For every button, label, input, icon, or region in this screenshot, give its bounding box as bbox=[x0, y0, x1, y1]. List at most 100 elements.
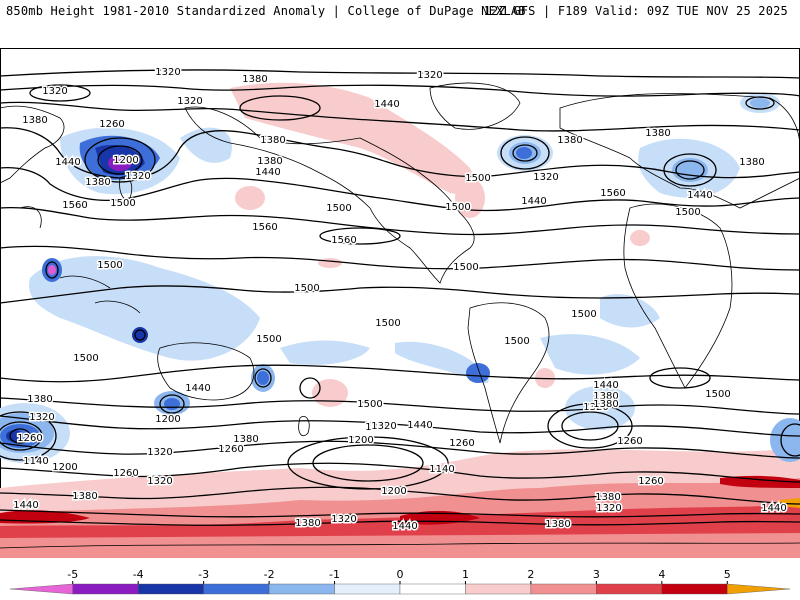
contour-label: 1320 bbox=[147, 476, 172, 487]
colorbar-swatch bbox=[727, 583, 791, 595]
contour-label: 1260 bbox=[17, 433, 42, 444]
contour-label: 1440 bbox=[521, 196, 546, 207]
colorbar-tick-label: 2 bbox=[527, 568, 534, 581]
atlantic-blue bbox=[540, 334, 640, 375]
colorbar-swatch bbox=[596, 583, 663, 595]
contour-label: 1320 bbox=[596, 503, 621, 514]
contour-labels: 1320 1380 1320 1320 1320 1380 1440 1260 … bbox=[12, 66, 788, 534]
s-pacific-pink bbox=[312, 379, 348, 407]
contour-label: 1380 bbox=[242, 74, 267, 85]
colorbar-swatch bbox=[203, 583, 270, 595]
w-pacific-blue-area bbox=[29, 256, 260, 361]
anomaly-map: 1320 1380 1320 1320 1320 1380 1440 1260 … bbox=[0, 48, 800, 558]
colorbar-tick-label: 1 bbox=[462, 568, 469, 581]
contour-label: 1140 bbox=[429, 464, 454, 475]
contour-label: 1200 bbox=[52, 462, 77, 473]
contour-label: 1560 bbox=[62, 200, 87, 211]
contour-label: 1440 bbox=[13, 500, 38, 511]
australia-coast bbox=[157, 342, 255, 401]
contour-label: 1260 bbox=[99, 119, 124, 130]
run-valid-time: 12Z GFS | F189 Valid: 09Z TUE NOV 25 202… bbox=[483, 4, 788, 18]
contour-label: 1560 bbox=[600, 188, 625, 199]
contour-label: 1320 bbox=[177, 96, 202, 107]
contour-label: 1500 bbox=[705, 389, 730, 400]
contour-label: 1320 bbox=[331, 514, 356, 525]
contour-label: 1440 bbox=[55, 157, 80, 168]
contour-label: 1380 bbox=[595, 492, 620, 503]
coastlines bbox=[0, 82, 800, 549]
n-atlantic-low-core bbox=[516, 147, 532, 159]
colorbar-swatch bbox=[9, 583, 73, 595]
colorbar-swatch bbox=[72, 583, 139, 595]
contour-label: 1500 bbox=[571, 309, 596, 320]
contour-label: 1200 bbox=[348, 435, 373, 446]
e-pacific-blue bbox=[280, 340, 370, 365]
polar-blue-core bbox=[750, 98, 770, 108]
s-indian-low-2 bbox=[770, 418, 800, 462]
contour-label: 1440 bbox=[761, 503, 786, 514]
contour-label: 1500 bbox=[465, 173, 490, 184]
w-pacific-typhoon-core bbox=[48, 265, 56, 275]
colorbar-swatch bbox=[661, 583, 728, 595]
contour-label: 1320 bbox=[125, 171, 150, 182]
contour-label: 1380 bbox=[27, 394, 52, 405]
colorbar-tick-label: 3 bbox=[593, 568, 600, 581]
maritime-islands bbox=[19, 206, 141, 314]
s-pacific-low-2-core bbox=[257, 371, 269, 385]
nz-coast bbox=[298, 416, 310, 437]
contour-label: 1260 bbox=[617, 436, 642, 447]
contour-label: 1260 bbox=[449, 438, 474, 449]
colorbar-swatches bbox=[9, 583, 791, 595]
southern-positive-core-3 bbox=[720, 475, 800, 488]
contour-label: 1200 bbox=[113, 155, 138, 166]
colorbar-tick-label: -3 bbox=[198, 568, 209, 581]
antarctica-coast bbox=[0, 542, 800, 549]
s-pacific-low-1-core bbox=[164, 398, 180, 410]
colorbar-tick-label: -5 bbox=[67, 568, 78, 581]
contour-label: 1500 bbox=[97, 260, 122, 271]
africa-coast bbox=[623, 203, 733, 389]
contour-label: 1260 bbox=[218, 444, 243, 455]
colorbar-swatch bbox=[399, 583, 466, 595]
colorbar-swatch bbox=[465, 583, 532, 595]
s-pacific-blue-streak-core bbox=[466, 363, 490, 383]
aleutian-low-inner bbox=[108, 155, 132, 171]
southern-positive-orange bbox=[780, 498, 800, 508]
contour-label: 1320 bbox=[147, 447, 172, 458]
nw-america-pink bbox=[230, 82, 474, 195]
contour-label: 1380 bbox=[593, 399, 618, 410]
indian-blue bbox=[600, 294, 660, 328]
contour-label: 1560 bbox=[252, 222, 277, 233]
colorbar-swatch bbox=[334, 583, 401, 595]
contour-label: 1200 bbox=[155, 414, 180, 425]
contour-label: 1500 bbox=[453, 262, 478, 273]
contour-label: 1380 bbox=[645, 128, 670, 139]
contour-label: 1440 bbox=[392, 521, 417, 532]
contour-label: 1500 bbox=[504, 336, 529, 347]
colorbar-tick-label: 0 bbox=[397, 568, 404, 581]
contour-label: 1380 bbox=[257, 156, 282, 167]
contour-label: 1440 bbox=[407, 420, 432, 431]
contour-label: 1500 bbox=[675, 207, 700, 218]
e-us-pink bbox=[455, 178, 485, 218]
contour-label: 1440 bbox=[375, 99, 400, 110]
contour-label: 1500 bbox=[357, 399, 382, 410]
contour-label: 1440 bbox=[185, 383, 210, 394]
height-contours bbox=[0, 69, 800, 526]
greenland-coast bbox=[429, 82, 521, 130]
colorbar-swatch bbox=[268, 583, 335, 595]
contour-label: 1320 bbox=[417, 70, 442, 81]
e-pacific-pink-1 bbox=[318, 258, 342, 268]
south-america-coast bbox=[467, 302, 550, 444]
contour-label: 1380 bbox=[22, 115, 47, 126]
contour-label: 1380 bbox=[365, 422, 390, 433]
contour-label: 1380 bbox=[593, 391, 618, 402]
anomaly-shading bbox=[0, 82, 800, 558]
contour-label: 1260 bbox=[113, 468, 138, 479]
n-pacific-pink bbox=[235, 186, 265, 210]
contour-label: 1200 bbox=[381, 486, 406, 497]
north-america-coast bbox=[184, 106, 475, 284]
contour-label: 1320 bbox=[29, 412, 54, 423]
contour-label: 1320 bbox=[371, 421, 396, 432]
contour-label: 1380 bbox=[557, 135, 582, 146]
